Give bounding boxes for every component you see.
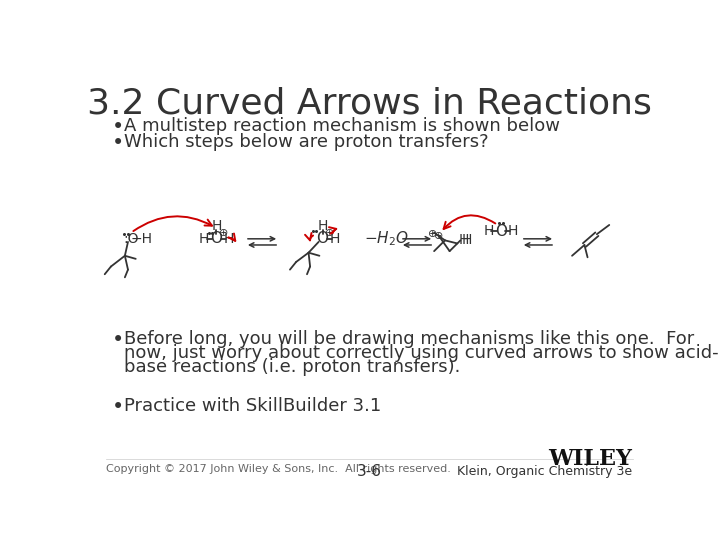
- Text: now, just worry about correctly using curved arrows to show acid-: now, just worry about correctly using cu…: [124, 345, 719, 362]
- Text: ⊕: ⊕: [325, 228, 334, 239]
- Text: •: •: [112, 117, 124, 137]
- Text: ⊕: ⊕: [428, 229, 437, 239]
- Text: O: O: [317, 231, 328, 246]
- Text: ⊕: ⊕: [219, 228, 228, 239]
- Text: H: H: [483, 224, 493, 238]
- Text: −H: −H: [131, 232, 153, 246]
- Text: Copyright © 2017 John Wiley & Sons, Inc.  All rights reserved.: Copyright © 2017 John Wiley & Sons, Inc.…: [106, 464, 451, 474]
- Text: •: •: [112, 397, 124, 417]
- Text: O: O: [210, 231, 222, 246]
- Text: •: •: [112, 330, 124, 350]
- Text: H: H: [223, 232, 234, 246]
- Text: A multistep reaction mechanism is shown below: A multistep reaction mechanism is shown …: [124, 117, 560, 135]
- Text: ⊕: ⊕: [434, 231, 444, 241]
- Text: H: H: [199, 232, 209, 246]
- Text: •: •: [112, 132, 124, 153]
- Text: H: H: [462, 233, 472, 247]
- Text: Practice with SkillBuilder 3.1: Practice with SkillBuilder 3.1: [124, 397, 382, 415]
- Text: base reactions (i.e. proton transfers).: base reactions (i.e. proton transfers).: [124, 358, 461, 376]
- Text: WILEY: WILEY: [549, 448, 632, 470]
- Text: Before long, you will be drawing mechanisms like this one.  For: Before long, you will be drawing mechani…: [124, 330, 694, 348]
- Text: H: H: [459, 233, 469, 247]
- Text: $-H_2O$: $-H_2O$: [364, 230, 409, 248]
- Text: Which steps below are proton transfers?: Which steps below are proton transfers?: [124, 132, 489, 151]
- Text: H: H: [508, 224, 518, 238]
- Text: H: H: [318, 219, 328, 233]
- Text: Klein, Organic Chemistry 3e: Klein, Organic Chemistry 3e: [457, 464, 632, 477]
- Text: H: H: [330, 232, 340, 246]
- Text: H: H: [211, 219, 222, 233]
- Text: 3.2 Curved Arrows in Reactions: 3.2 Curved Arrows in Reactions: [86, 86, 652, 120]
- Text: 3-6: 3-6: [356, 464, 382, 478]
- Text: O: O: [495, 224, 507, 239]
- Text: :O: :O: [123, 232, 139, 246]
